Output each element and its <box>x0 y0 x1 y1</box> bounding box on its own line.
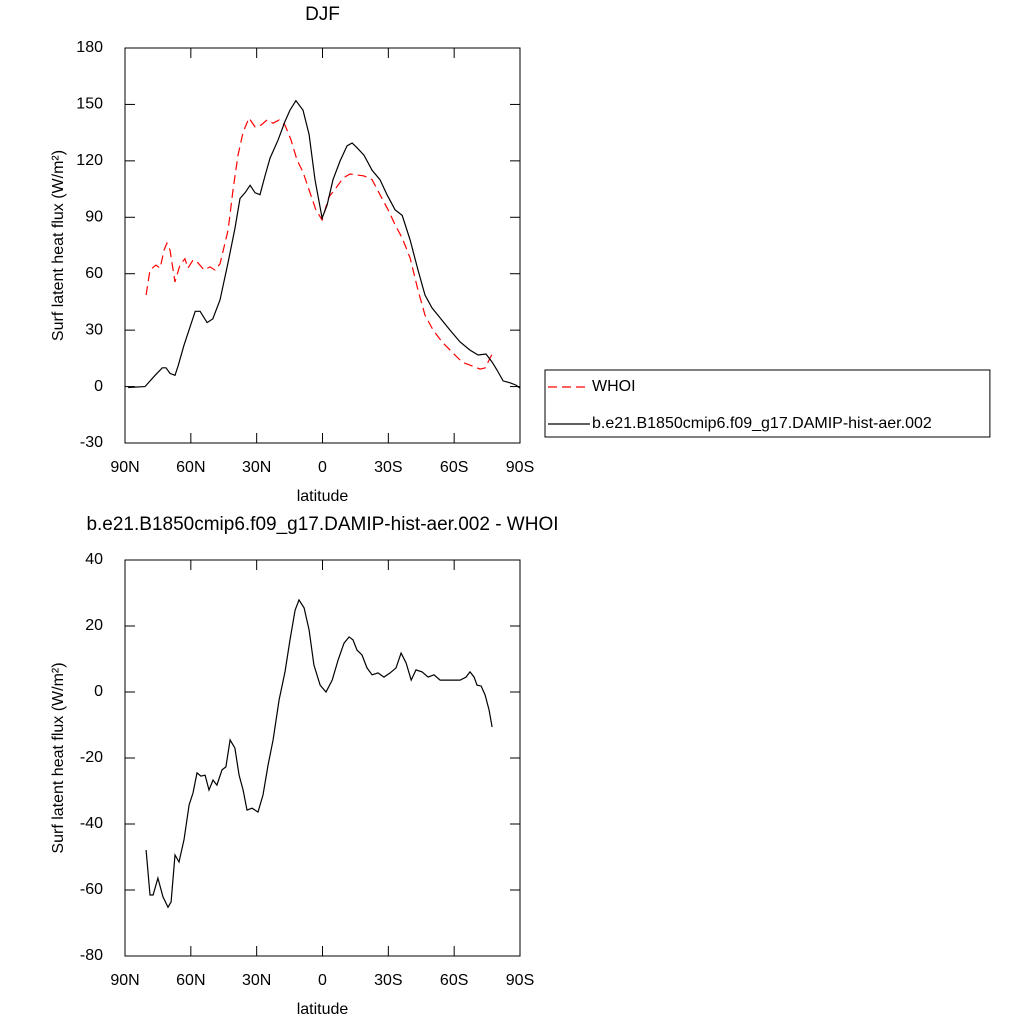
x-axis-label: latitude <box>297 1001 349 1018</box>
x-tick-label: 60N <box>176 459 205 476</box>
y-axis-label: Surf latent heat flux (W/m²) <box>50 150 67 341</box>
y-tick-label: -60 <box>80 881 103 898</box>
x-tick-label: 30S <box>374 972 402 989</box>
y-tick-label: 0 <box>94 683 103 700</box>
y-tick-label: -20 <box>80 749 103 766</box>
y-tick-label: 0 <box>94 378 103 395</box>
y-tick-label: -30 <box>80 434 103 451</box>
y-tick-label: 30 <box>85 321 103 338</box>
legend-box <box>544 369 991 438</box>
chart-title: DJF <box>305 4 340 25</box>
x-tick-label: 60N <box>176 972 205 989</box>
y-tick-label: 180 <box>76 39 103 56</box>
x-tick-label: 30N <box>242 972 271 989</box>
data-line <box>145 116 493 370</box>
y-tick-label: 150 <box>76 96 103 113</box>
x-tick-label: 90S <box>506 972 534 989</box>
x-tick-label: 90N <box>110 459 139 476</box>
x-tick-label: 30N <box>242 459 271 476</box>
x-tick-label: 90S <box>506 459 534 476</box>
data-line <box>128 99 521 389</box>
x-tick-label: 60S <box>440 459 468 476</box>
y-tick-label: 90 <box>85 209 103 226</box>
data-line <box>145 598 493 909</box>
x-tick-label: 60S <box>440 972 468 989</box>
y-tick-label: 60 <box>85 265 103 282</box>
y-tick-label: 40 <box>85 551 103 568</box>
y-axis-label: Surf latent heat flux (W/m²) <box>50 662 67 853</box>
y-tick-label: -40 <box>80 815 103 832</box>
y-tick-label: 20 <box>85 617 103 634</box>
chart-title: b.e21.B1850cmip6.f09_g17.DAMIP-hist-aer.… <box>86 514 558 535</box>
legend-label: WHOI <box>592 378 636 395</box>
x-tick-label: 90N <box>110 972 139 989</box>
y-tick-label: -80 <box>80 947 103 964</box>
legend-label: b.e21.B1850cmip6.f09_g17.DAMIP-hist-aer.… <box>592 415 932 432</box>
y-tick-label: 120 <box>76 152 103 169</box>
x-tick-label: 0 <box>318 972 327 989</box>
plot-frame <box>124 47 521 444</box>
plot-frame <box>124 559 521 957</box>
x-tick-label: 0 <box>318 459 327 476</box>
x-axis-label: latitude <box>297 488 349 505</box>
x-tick-label: 30S <box>374 459 402 476</box>
